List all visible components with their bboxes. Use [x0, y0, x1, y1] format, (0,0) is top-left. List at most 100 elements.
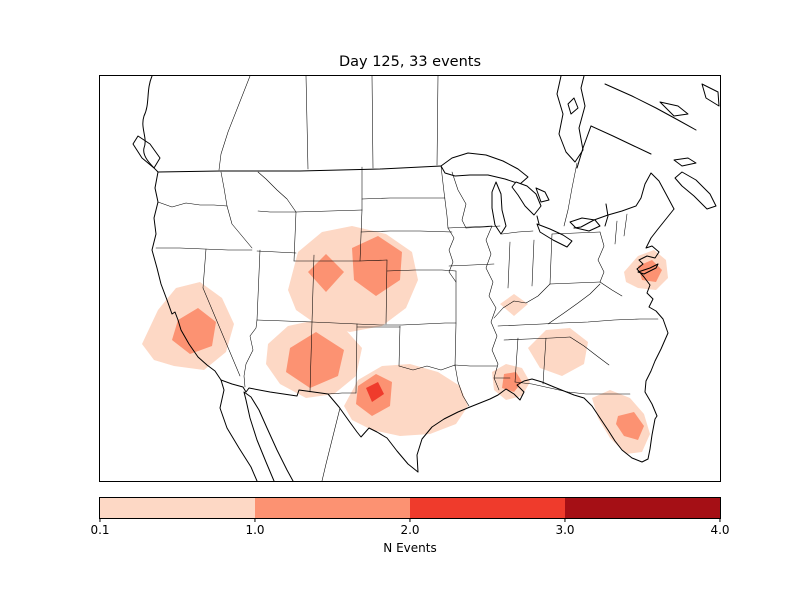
- plot-title: Day 125, 33 events: [338, 54, 482, 70]
- state-border: [454, 270, 457, 367]
- colorbar-segment-2: [255, 498, 410, 518]
- lakes-layer: [440, 152, 609, 248]
- state-border: [257, 171, 297, 213]
- lake-huron: [511, 181, 542, 216]
- state-border: [327, 392, 357, 395]
- state-border: [549, 281, 601, 285]
- state-border: [386, 269, 457, 272]
- state-border: [599, 281, 623, 297]
- state-border: [569, 336, 610, 366]
- state-border: [155, 247, 253, 251]
- state-border: [547, 283, 601, 325]
- state-border: [398, 364, 456, 371]
- us-canada-border-east: [573, 172, 675, 229]
- state-border: [447, 227, 457, 283]
- state-border: [202, 248, 207, 289]
- gulf-and-atlantic-coast: [416, 268, 669, 473]
- state-border: [309, 254, 315, 393]
- colorbar-tick-label: 2.0: [400, 523, 420, 537]
- state-border: [493, 283, 551, 319]
- baja-california-coast: [219, 379, 258, 481]
- state-border: [503, 336, 571, 341]
- colorbar-tickmark: [719, 518, 721, 522]
- hotspot-wyoming-nebraska-core: [352, 236, 402, 296]
- hotspot-southern-california-core: [172, 308, 216, 354]
- british-columbia-coast: [142, 76, 159, 173]
- state-border: [623, 213, 628, 237]
- state-border: [454, 364, 498, 367]
- province-border: [218, 76, 251, 171]
- state-border: [257, 209, 363, 213]
- colorbar-tick: 4.0: [710, 518, 730, 537]
- st-lawrence-north-shore: [604, 83, 697, 131]
- state-border: [243, 319, 258, 388]
- state-border: [531, 239, 535, 287]
- james-bay: [556, 76, 586, 163]
- state-borders-layer: [155, 76, 659, 481]
- state-border: [514, 337, 519, 383]
- colorbar-tick: 1.0: [245, 518, 265, 537]
- state-border: [614, 220, 618, 245]
- new-england-coast: [636, 208, 675, 270]
- anticosti-island: [659, 101, 689, 117]
- state-border: [507, 241, 511, 289]
- state-border: [497, 322, 563, 327]
- hotspot-tennessee-alabama: [528, 328, 588, 376]
- long-island: [637, 263, 659, 275]
- state-border: [561, 318, 659, 324]
- state-border: [454, 364, 470, 407]
- province-border: [305, 76, 309, 170]
- us-mexico-border: [220, 379, 419, 473]
- state-border: [293, 259, 388, 262]
- state-border: [360, 230, 453, 233]
- us-west-coast: [151, 171, 222, 381]
- state-border: [356, 322, 457, 326]
- lake-superior: [440, 152, 529, 185]
- mexico-state-border: [321, 407, 341, 481]
- state-border: [256, 319, 313, 323]
- state-border: [226, 205, 253, 249]
- state-border: [447, 225, 493, 229]
- james-bay-island: [567, 97, 579, 115]
- state-border: [451, 171, 467, 229]
- province-border: [436, 76, 439, 166]
- state-border: [485, 225, 500, 391]
- state-border: [549, 233, 553, 285]
- state-border: [256, 250, 297, 254]
- colorbar-tick-label: 0.1: [90, 523, 110, 537]
- state-border: [551, 231, 601, 235]
- state-border: [398, 325, 401, 367]
- state-border: [256, 249, 261, 321]
- lake-champlain: [604, 203, 609, 227]
- state-border: [220, 171, 228, 207]
- newfoundland-corner: [701, 83, 720, 107]
- map-axes: [99, 75, 721, 482]
- colorbar-tick: 3.0: [555, 518, 575, 537]
- map-svg: [132, 76, 720, 481]
- hotspot-florida-core: [616, 412, 644, 440]
- hotspot-kentucky: [500, 294, 528, 316]
- state-border: [501, 230, 534, 235]
- state-border: [293, 211, 297, 262]
- hotspot-new-mexico-core: [286, 332, 344, 388]
- state-border: [542, 337, 547, 385]
- state-border: [355, 323, 358, 394]
- detroit-river: [536, 215, 540, 225]
- colorbar-segment-1: [100, 498, 255, 518]
- province-border: [563, 162, 578, 227]
- colorbar-tick-label: 1.0: [245, 523, 265, 537]
- colorbar-segment-4: [565, 498, 720, 518]
- hotspot-west-texas-hotspot: [366, 382, 384, 402]
- lake-erie: [536, 223, 573, 248]
- colorbar-ticks: 0.1 1.0 2.0 3.0 4.0: [90, 518, 730, 544]
- state-border: [359, 209, 363, 262]
- colorbar-segment-3: [410, 498, 565, 518]
- st-lawrence-river: [576, 125, 592, 169]
- colorbar-tick-label: 3.0: [555, 523, 575, 537]
- colorbar-tickmark: [409, 518, 411, 522]
- state-border: [465, 225, 501, 229]
- state-border: [311, 321, 358, 325]
- hotspot-colorado-rockies-core: [308, 254, 344, 292]
- state-border: [202, 287, 241, 377]
